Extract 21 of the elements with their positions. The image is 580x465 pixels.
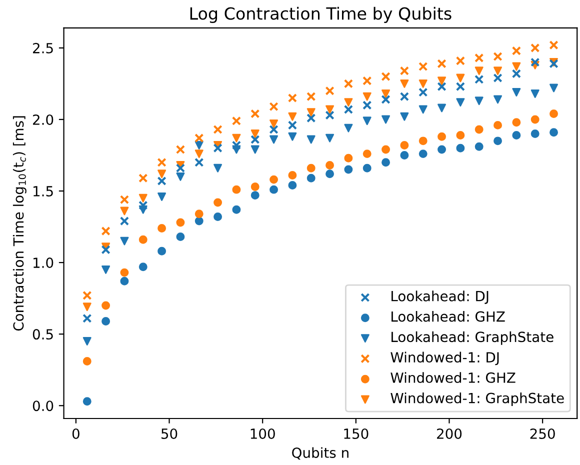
- y-axis-title: Contraction Time log$_{10}$(t$_{c}$) [ms]: [12, 116, 26, 331]
- y-tick-label: 2.5: [33, 42, 53, 54]
- y-tick-label: 0.5: [32, 329, 53, 340]
- x-tick-label: 200: [437, 428, 462, 439]
- chart-title: Log Contraction Time by Qubits: [190, 6, 452, 24]
- x-tick-label: 0: [72, 428, 80, 439]
- legend-label: Windowed-1: DJ: [390, 352, 499, 366]
- legend-label: Lookahead: DJ: [392, 290, 488, 304]
- y-tick-label: 1.5: [34, 186, 53, 196]
- y-tick-label: 1.0: [34, 258, 54, 268]
- legend-label: Lookahead: GraphState: [392, 331, 554, 345]
- legend-label: Windowed-1: GraphState: [390, 392, 564, 406]
- y-tick-label: 0.0: [32, 400, 54, 412]
- x-axis-title: Qubits n: [292, 447, 348, 460]
- x-tick-label: 100: [250, 428, 275, 439]
- x-tick-label: 150: [344, 428, 368, 439]
- legend-label: Lookahead: GHZ: [392, 311, 505, 322]
- x-tick-label: 50: [161, 428, 178, 439]
- legend-label: Windowed-1: GHZ: [390, 372, 516, 383]
- y-tick-label: 2.0: [33, 114, 54, 125]
- x-tick-label: 250: [530, 428, 555, 439]
